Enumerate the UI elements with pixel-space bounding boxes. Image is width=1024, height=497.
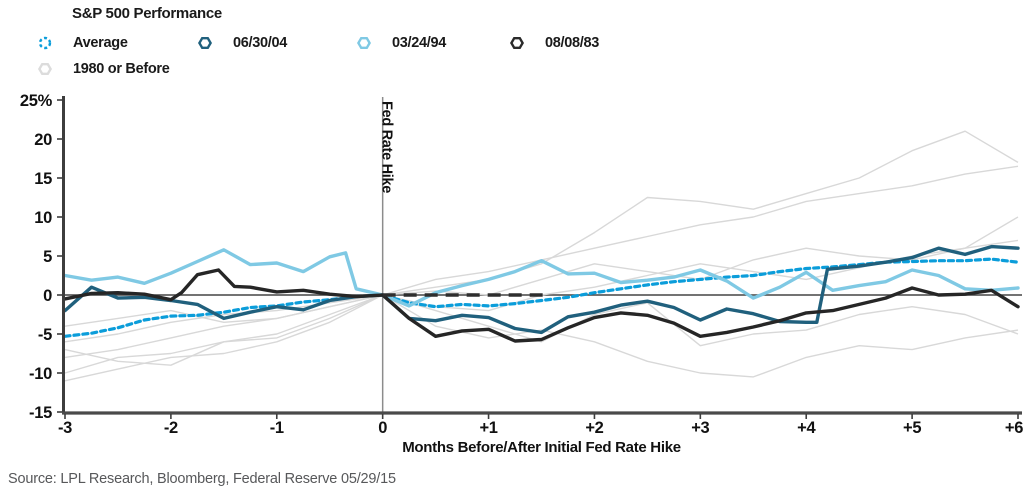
hexagon-icon [198, 37, 212, 50]
hexagon-icon [357, 37, 371, 50]
legend-label: Average [73, 35, 128, 51]
series-line-hike-1983 [63, 268, 1020, 343]
y-tick-label: 10 [34, 209, 52, 227]
x-tick-label: +5 [903, 419, 921, 437]
legend-label: 06/30/04 [233, 35, 288, 51]
hexagon-marker-shape [198, 37, 212, 50]
legend-item-1980-or-before: 1980 or Before [38, 60, 170, 78]
y-tick-label: 5 [43, 248, 52, 266]
x-tick-label: 0 [378, 419, 387, 437]
x-tick-label: +2 [585, 419, 603, 437]
average-marker-shape [38, 36, 52, 50]
legend-label: 08/08/83 [545, 35, 600, 51]
legend-item-1983: 08/08/83 [510, 34, 599, 52]
x-tick-label: +6 [1005, 419, 1023, 437]
legend-item-2004: 06/30/04 [198, 34, 287, 52]
hexagon-icon [510, 37, 524, 50]
series-line-hike-1994 [63, 248, 1020, 308]
y-tick-label: 20 [34, 131, 52, 149]
x-tick-label: +1 [479, 419, 497, 437]
page-title: S&P 500 Performance [72, 5, 222, 22]
source-note: Source: LPL Research, Bloomberg, Federal… [8, 471, 396, 487]
y-tick-label: 25% [20, 92, 53, 110]
y-tick-label: -10 [29, 365, 52, 383]
y-tick-label: 0 [43, 287, 52, 305]
hexagon-marker-shape [357, 37, 371, 50]
hexagon-marker-shape [510, 37, 524, 50]
legend-label: 03/24/94 [392, 35, 447, 51]
legend-label: 1980 or Before [73, 61, 170, 77]
series-line-pre1980-e [64, 294, 1019, 378]
x-tick-label: -1 [270, 419, 284, 437]
series-line-pre1980-c [64, 216, 1019, 327]
y-tick-label: 15 [34, 170, 52, 188]
x-tick-label: +4 [797, 419, 816, 437]
x-tick-label: +3 [691, 419, 709, 437]
legend-item-average: Average [38, 34, 128, 52]
x-tick-label: -3 [58, 419, 72, 437]
series-line-pre1980-a [64, 130, 1019, 343]
average-dashed-circle-icon [38, 36, 52, 50]
legend-item-1994: 03/24/94 [357, 34, 446, 52]
series-line-hike-2004 [63, 244, 1020, 335]
y-tick-label: -15 [29, 404, 52, 422]
hexagon-icon [38, 63, 52, 76]
x-tick-label: -2 [164, 419, 178, 437]
hexagon-marker-shape [38, 63, 52, 76]
fed-rate-hike-label: Fed Rate Hike [379, 101, 395, 193]
series-line-pre1980-f [64, 294, 1019, 382]
y-tick-label: -5 [38, 326, 52, 344]
x-axis-title: Months Before/After Initial Fed Rate Hik… [402, 439, 681, 456]
